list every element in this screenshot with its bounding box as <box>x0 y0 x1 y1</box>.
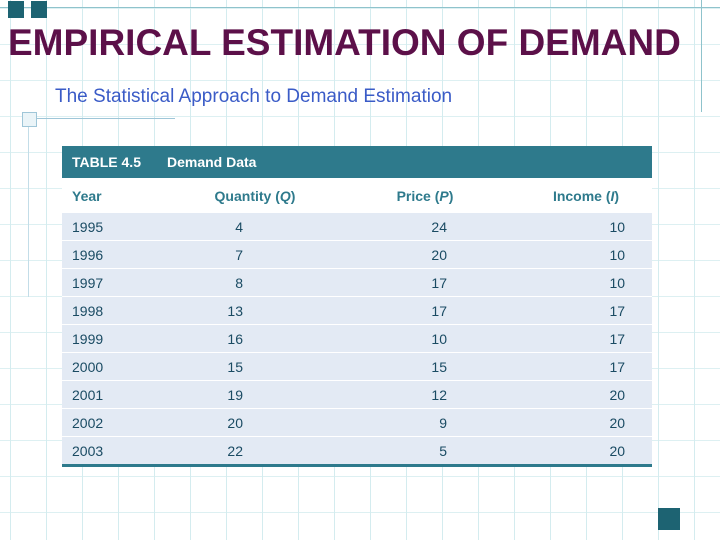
table-cell: 1998 <box>62 296 180 325</box>
slide-title: EMPIRICAL ESTIMATION OF DEMAND <box>8 22 681 63</box>
column-header-quantity: Quantity (Q) <box>180 178 330 213</box>
corner-square-icon <box>31 1 47 18</box>
top-accent-line <box>0 7 720 8</box>
table-cell: 5 <box>330 436 520 467</box>
column-header-income: Income (I) <box>520 178 653 213</box>
table-cell: 22 <box>180 436 330 467</box>
table-cell: 10 <box>520 268 653 297</box>
table-cell: 17 <box>520 296 653 325</box>
table-cell: 2002 <box>62 408 180 437</box>
table-cell: 2003 <box>62 436 180 467</box>
table-cell: 1999 <box>62 324 180 353</box>
table-cell: 2001 <box>62 380 180 409</box>
table-row: 1998 13 17 17 <box>62 296 653 325</box>
table-cell: 20 <box>520 436 653 467</box>
slide-subtitle: The Statistical Approach to Demand Estim… <box>55 86 453 107</box>
ornament-line <box>37 118 175 119</box>
table-cell: 12 <box>330 380 520 409</box>
table-cell: 4 <box>180 213 330 241</box>
table-row: 2003 22 5 20 <box>62 436 653 467</box>
table-row: 1999 16 10 17 <box>62 324 653 353</box>
table-caption: TABLE 4.5 Demand Data <box>62 146 653 178</box>
table-row: 1996 7 20 10 <box>62 240 653 269</box>
table-row: 2001 19 12 20 <box>62 380 653 409</box>
table-cell: 9 <box>330 408 520 437</box>
table-cell: 10 <box>330 324 520 353</box>
table-row: 2000 15 15 17 <box>62 352 653 381</box>
column-header-year: Year <box>62 178 180 213</box>
right-accent-line <box>701 0 702 112</box>
table-cell: 17 <box>520 352 653 381</box>
table-header-row: Year Quantity (Q) Price (P) Income (I) <box>62 178 653 213</box>
table-cell: 8 <box>180 268 330 297</box>
table-cell: 17 <box>520 324 653 353</box>
table-cell: 10 <box>520 213 653 241</box>
table-row: 1997 8 17 10 <box>62 268 653 297</box>
table-caption-row: TABLE 4.5 Demand Data <box>62 146 653 178</box>
bottom-right-square-icon <box>658 508 680 530</box>
table-cell: 20 <box>180 408 330 437</box>
table-cell: 10 <box>520 240 653 269</box>
table-cell: 20 <box>330 240 520 269</box>
table-cell: 19 <box>180 380 330 409</box>
column-header-price: Price (P) <box>330 178 520 213</box>
table-cell: 20 <box>520 408 653 437</box>
table-row: 1995 4 24 10 <box>62 213 653 241</box>
table-row: 2002 20 9 20 <box>62 408 653 437</box>
table-cell: 7 <box>180 240 330 269</box>
table-cell: 17 <box>330 296 520 325</box>
table-cell: 15 <box>180 352 330 381</box>
table-cell: 1997 <box>62 268 180 297</box>
ornament-vertical-line <box>28 127 29 297</box>
table-caption-title: Demand Data <box>166 154 257 170</box>
table-cell: 1996 <box>62 240 180 269</box>
corner-square-icon <box>8 1 24 18</box>
bullet-ornament-icon <box>22 112 37 127</box>
table-cell: 13 <box>180 296 330 325</box>
demand-data-table: TABLE 4.5 Demand Data Year Quantity (Q) P… <box>62 146 653 467</box>
table-cell: 16 <box>180 324 330 353</box>
table-cell: 2000 <box>62 352 180 381</box>
table-cell: 20 <box>520 380 653 409</box>
table-cell: 24 <box>330 213 520 241</box>
table-caption-label: TABLE 4.5 <box>72 154 141 170</box>
table-cell: 15 <box>330 352 520 381</box>
table-cell: 1995 <box>62 213 180 241</box>
table-cell: 17 <box>330 268 520 297</box>
